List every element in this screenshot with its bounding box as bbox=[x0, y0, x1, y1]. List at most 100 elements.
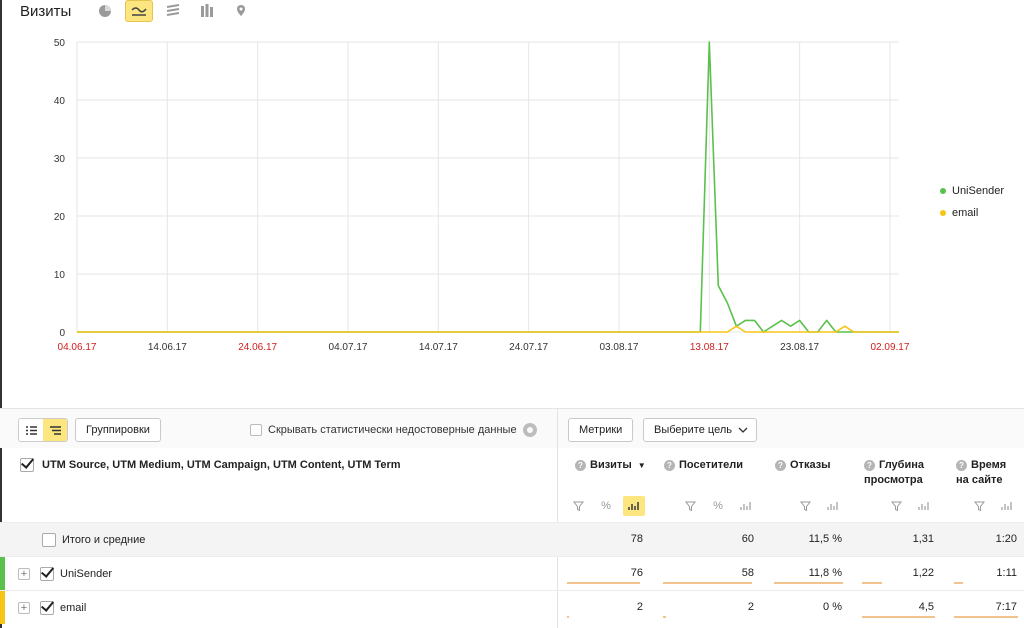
map-button[interactable] bbox=[227, 0, 255, 22]
hide-unreliable-checkbox[interactable] bbox=[250, 424, 262, 436]
help-icon[interactable]: ? bbox=[664, 460, 675, 471]
row-checkbox[interactable] bbox=[42, 533, 56, 547]
sort-desc-icon: ▼ bbox=[638, 461, 646, 470]
cell-time: 1:20 bbox=[996, 533, 1017, 545]
list-view-button[interactable] bbox=[19, 419, 43, 441]
row-color-stripe bbox=[0, 591, 5, 624]
percent-icon[interactable]: % bbox=[595, 496, 617, 516]
percent-icon[interactable]: % bbox=[707, 496, 729, 516]
hide-unreliable-option[interactable]: Скрывать статистически недостоверные дан… bbox=[250, 423, 537, 437]
bar-chart-icon bbox=[200, 4, 214, 18]
dimension-select-all-checkbox[interactable] bbox=[20, 458, 34, 472]
cell-visits: 2 bbox=[637, 601, 643, 613]
cell-depth: 1,22 bbox=[913, 567, 934, 579]
pie-chart-button[interactable] bbox=[91, 0, 119, 22]
column-header-visitors[interactable]: ? Посетители bbox=[664, 458, 743, 473]
x-tick-label: 24.06.17 bbox=[238, 342, 277, 353]
help-icon[interactable]: ? bbox=[956, 460, 967, 471]
column-header-time[interactable]: ? Время на сайте bbox=[956, 458, 1006, 488]
column-header-bounce[interactable]: ? Отказы bbox=[775, 458, 831, 473]
bars-icon[interactable] bbox=[913, 496, 935, 516]
visits-line-chart: 0102030405004.06.17 14.06.17 24.06.17 04.07… bbox=[0, 28, 1024, 358]
line-chart-button[interactable] bbox=[125, 0, 153, 22]
area-chart-button[interactable] bbox=[159, 0, 187, 22]
row-value-bar bbox=[954, 616, 1018, 618]
chevron-down-icon bbox=[738, 427, 748, 433]
column-tools-time bbox=[968, 496, 1024, 516]
row-value-bar bbox=[663, 582, 752, 584]
series-line-unisender bbox=[77, 42, 899, 332]
x-tick-label: 04.07.17 bbox=[329, 342, 368, 353]
row-value-bar bbox=[954, 582, 963, 584]
cell-bounce: 11,8 % bbox=[809, 567, 842, 579]
table-header: UTM Source, UTM Medium, UTM Campaign, UT… bbox=[0, 448, 1024, 522]
filter-icon[interactable] bbox=[679, 496, 701, 516]
cell-time: 7:17 bbox=[996, 601, 1017, 613]
y-tick-label: 20 bbox=[54, 212, 66, 223]
column-header-depth[interactable]: ? Глубина просмотра bbox=[864, 458, 924, 488]
row-value-bar bbox=[862, 616, 935, 618]
help-icon[interactable]: ? bbox=[575, 460, 586, 471]
x-tick-label: 14.07.17 bbox=[419, 342, 458, 353]
row-value-bar bbox=[862, 582, 882, 584]
map-pin-icon bbox=[234, 4, 248, 18]
metrics-button[interactable]: Метрики bbox=[568, 418, 633, 442]
legend-item-email[interactable]: email bbox=[940, 202, 1004, 224]
table-row: + UniSender 76 58 11,8 % 1,22 1:11 bbox=[0, 556, 1024, 590]
cell-depth: 1,31 bbox=[913, 533, 934, 545]
chart-toolbar: Визиты bbox=[20, 0, 261, 22]
dimension-header-label: UTM Source, UTM Medium, UTM Campaign, UT… bbox=[42, 459, 401, 471]
groupings-button[interactable]: Группировки bbox=[75, 418, 161, 442]
expand-icon[interactable]: + bbox=[18, 602, 30, 614]
tree-icon bbox=[50, 426, 61, 435]
bar-chart-button[interactable] bbox=[193, 0, 221, 22]
chart-legend: UniSender email bbox=[940, 180, 1004, 224]
series-line-email bbox=[77, 326, 899, 332]
column-tools-visitors: % bbox=[679, 496, 763, 516]
x-tick-label: 03.08.17 bbox=[600, 342, 639, 353]
filter-icon[interactable] bbox=[968, 496, 990, 516]
tree-view-button[interactable] bbox=[43, 419, 67, 441]
gear-icon[interactable] bbox=[523, 423, 537, 437]
page-title: Визиты bbox=[20, 3, 71, 20]
table-row-total: Итого и средние 78 60 11,5 % 1,31 1:20 bbox=[0, 522, 1024, 556]
bars-icon[interactable] bbox=[822, 496, 844, 516]
report-controls: Группировки Скрывать статистически недос… bbox=[0, 408, 1024, 448]
x-tick-label: 13.08.17 bbox=[690, 342, 729, 353]
column-tools-depth bbox=[885, 496, 941, 516]
goal-select[interactable]: Выберите цель bbox=[643, 418, 757, 442]
table-row: + email 2 2 0 % 4,5 7:17 bbox=[0, 590, 1024, 624]
legend-item-unisender[interactable]: UniSender bbox=[940, 180, 1004, 202]
help-icon[interactable]: ? bbox=[864, 460, 875, 471]
cell-visitors: 58 bbox=[742, 567, 754, 579]
row-value-bar bbox=[567, 616, 569, 618]
filter-icon[interactable] bbox=[567, 496, 589, 516]
row-label: Итого и средние bbox=[42, 533, 145, 547]
pie-icon bbox=[98, 4, 112, 18]
row-value-bar bbox=[567, 582, 640, 584]
legend-dot bbox=[940, 210, 946, 216]
cell-bounce: 0 % bbox=[823, 601, 842, 613]
row-checkbox[interactable] bbox=[40, 601, 54, 615]
filter-icon[interactable] bbox=[885, 496, 907, 516]
filter-icon[interactable] bbox=[794, 496, 816, 516]
area-chart-icon bbox=[166, 4, 180, 18]
row-value-bar bbox=[663, 616, 666, 618]
column-tools-visits: % bbox=[567, 496, 651, 516]
bars-icon[interactable] bbox=[623, 496, 645, 516]
help-icon[interactable]: ? bbox=[775, 460, 786, 471]
expand-icon[interactable]: + bbox=[18, 568, 30, 580]
y-tick-label: 40 bbox=[54, 96, 66, 107]
column-tools-bounce bbox=[794, 496, 850, 516]
column-header-visits[interactable]: ? Визиты ▼ bbox=[575, 458, 646, 473]
y-tick-label: 10 bbox=[54, 270, 66, 281]
legend-label: email bbox=[952, 207, 978, 219]
dimension-header: UTM Source, UTM Medium, UTM Campaign, UT… bbox=[20, 458, 401, 472]
row-label: + UniSender bbox=[18, 567, 112, 581]
bars-icon[interactable] bbox=[996, 496, 1018, 516]
cell-time: 1:11 bbox=[996, 567, 1017, 579]
cell-visitors: 2 bbox=[748, 601, 754, 613]
x-tick-label: 02.09.17 bbox=[870, 342, 909, 353]
row-checkbox[interactable] bbox=[40, 567, 54, 581]
bars-icon[interactable] bbox=[735, 496, 757, 516]
